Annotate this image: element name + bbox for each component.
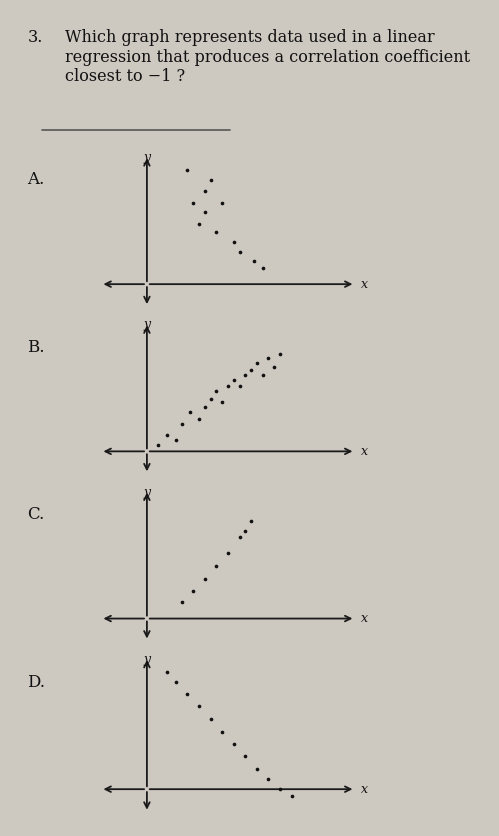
Point xyxy=(163,428,171,441)
Point xyxy=(201,573,209,586)
Point xyxy=(189,196,197,209)
Point xyxy=(247,514,255,528)
Text: x: x xyxy=(361,278,368,291)
Text: y: y xyxy=(143,151,151,165)
Point xyxy=(213,560,221,573)
Point xyxy=(242,749,250,762)
Point xyxy=(250,255,258,268)
Point xyxy=(253,762,261,776)
Point xyxy=(287,789,295,803)
Point xyxy=(276,782,284,796)
Text: 3.: 3. xyxy=(27,29,43,46)
Point xyxy=(247,363,255,376)
Text: x: x xyxy=(361,612,368,625)
Text: x: x xyxy=(361,445,368,458)
Point xyxy=(264,352,272,365)
Point xyxy=(195,412,203,426)
Text: y: y xyxy=(143,486,151,499)
Text: C.: C. xyxy=(27,506,45,522)
Text: A.: A. xyxy=(27,171,45,188)
Point xyxy=(236,380,244,393)
Point xyxy=(258,368,266,381)
Point xyxy=(224,380,232,393)
Text: x: x xyxy=(361,782,368,796)
Point xyxy=(218,395,226,409)
Point xyxy=(195,699,203,712)
Point xyxy=(236,530,244,543)
Point xyxy=(213,385,221,398)
Point xyxy=(172,675,180,689)
Point xyxy=(230,737,238,751)
Point xyxy=(230,373,238,386)
Point xyxy=(201,185,209,198)
Text: B.: B. xyxy=(27,339,45,355)
Point xyxy=(201,206,209,219)
Point xyxy=(242,524,250,538)
Point xyxy=(186,405,194,419)
Text: y: y xyxy=(143,653,151,666)
Point xyxy=(172,433,180,446)
Point xyxy=(189,584,197,598)
Point xyxy=(184,163,192,176)
Point xyxy=(218,196,226,209)
Point xyxy=(270,359,278,373)
Point xyxy=(207,173,215,186)
Point xyxy=(224,547,232,560)
Text: y: y xyxy=(143,319,151,332)
Point xyxy=(155,438,163,451)
Point xyxy=(201,400,209,414)
Point xyxy=(213,226,221,239)
Text: Which graph represents data used in a linear
regression that produces a correlat: Which graph represents data used in a li… xyxy=(65,29,470,85)
Point xyxy=(230,235,238,248)
Point xyxy=(195,217,203,231)
Point xyxy=(258,261,266,274)
Point xyxy=(178,595,186,609)
Text: D.: D. xyxy=(27,674,45,691)
Point xyxy=(218,726,226,739)
Point xyxy=(236,245,244,258)
Point xyxy=(264,772,272,786)
Point xyxy=(207,392,215,405)
Point xyxy=(184,687,192,701)
Point xyxy=(276,347,284,360)
Point xyxy=(207,712,215,726)
Point xyxy=(163,665,171,679)
Point xyxy=(242,368,250,381)
Point xyxy=(178,417,186,431)
Point xyxy=(253,357,261,370)
